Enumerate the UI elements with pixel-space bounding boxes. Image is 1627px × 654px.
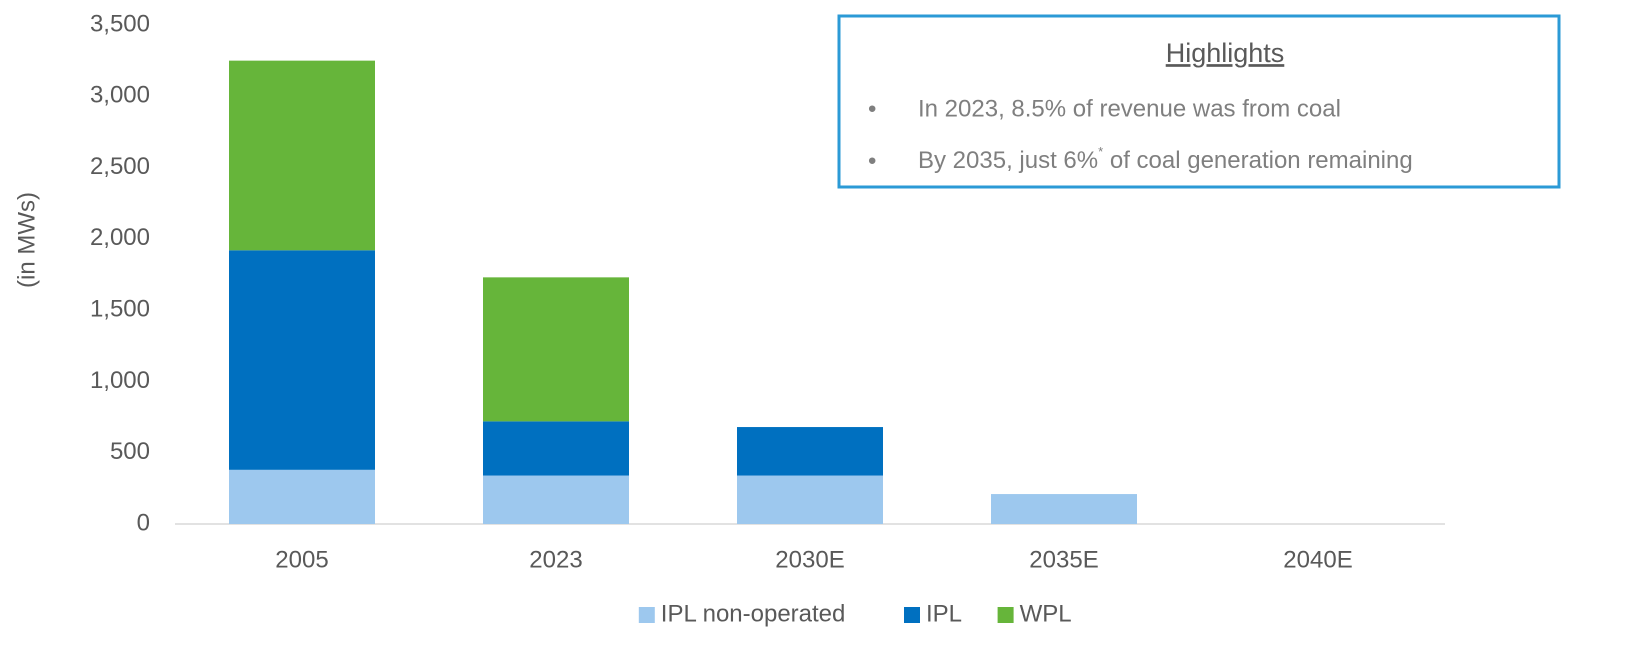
legend-swatch <box>997 607 1014 623</box>
bar-segment <box>737 427 883 476</box>
highlight-text-part: of coal generation remaining <box>1103 147 1413 174</box>
bullet: • <box>868 95 876 122</box>
bar-segment <box>229 60 375 251</box>
x-tick-label: 2040E <box>1283 546 1352 573</box>
bar-segment <box>991 494 1137 524</box>
y-tick-label: 3,500 <box>90 10 150 37</box>
legend-label: WPL <box>1020 600 1072 627</box>
y-axis-label: (in MWs) <box>13 192 40 288</box>
legend-label: IPL <box>926 600 962 627</box>
bar-segment <box>737 475 883 524</box>
bar-segment <box>229 469 375 524</box>
footnote-mark: * <box>1098 144 1103 159</box>
y-tick-label: 3,000 <box>90 82 150 109</box>
y-tick-label: 0 <box>137 509 150 536</box>
y-tick-label: 1,000 <box>90 367 150 394</box>
highlight-text: In 2023, 8.5% of revenue was from coal <box>918 95 1341 122</box>
x-tick-label: 2005 <box>275 546 328 573</box>
y-tick-label: 1,500 <box>90 295 150 322</box>
highlights-title: Highlights <box>1166 38 1285 68</box>
bullet: • <box>868 147 876 174</box>
legend-label: IPL non-operated <box>661 600 846 627</box>
y-tick-label: 500 <box>110 438 150 465</box>
bar-segment <box>483 277 629 422</box>
x-tick-label: 2035E <box>1029 546 1098 573</box>
x-tick-label: 2030E <box>775 546 844 573</box>
y-tick-label: 2,500 <box>90 153 150 180</box>
bar-segment <box>483 421 629 476</box>
highlight-text: By 2035, just 6%* of coal generation rem… <box>918 144 1413 174</box>
highlight-text-part: By 2035, just 6% <box>918 147 1098 174</box>
legend-swatch <box>638 607 655 623</box>
bar-segment <box>229 250 375 470</box>
y-tick-label: 2,000 <box>90 224 150 251</box>
x-tick-label: 2023 <box>529 546 582 573</box>
bar-segment <box>483 475 629 524</box>
legend-swatch <box>904 607 920 623</box>
highlights-box <box>837 14 1561 189</box>
